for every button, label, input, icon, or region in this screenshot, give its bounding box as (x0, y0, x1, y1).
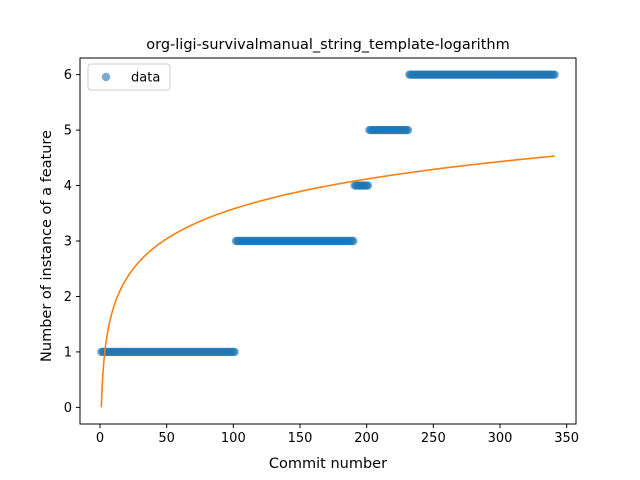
axes: 0 50 100 150 200 250 300 350 0 1 2 3 4 5 6 (64, 57, 579, 446)
y-tick-label: 4 (64, 179, 72, 194)
data-point (230, 347, 239, 357)
data-point (363, 181, 373, 190)
legend-label: data (131, 71, 160, 86)
y-tick-label: 3 (64, 235, 72, 250)
x-tick-label: 200 (354, 431, 379, 446)
x-tick-label: 350 (554, 431, 579, 446)
x-tick-label: 100 (221, 431, 246, 446)
fit-line (100, 155, 555, 408)
x-tick-label: 300 (488, 431, 513, 446)
y-tick-label: 5 (64, 124, 72, 139)
x-tick-label: 50 (158, 431, 175, 446)
x-tick-label: 250 (421, 431, 446, 446)
data-point (349, 236, 358, 246)
plot-area (97, 70, 559, 408)
x-tick-label: 0 (96, 431, 104, 446)
chart-title: org-ligi-survivalmanual_string_template-… (146, 37, 509, 53)
data-point (403, 125, 413, 135)
scatter-series (97, 70, 559, 357)
data-point (550, 70, 559, 79)
legend: data (87, 63, 171, 91)
y-tick-label: 6 (64, 68, 72, 83)
y-tick-label: 1 (64, 345, 72, 360)
legend-marker (101, 72, 111, 82)
legend-box (87, 63, 171, 91)
x-axis-label: Commit number (269, 456, 387, 472)
y-axis-label: Number of instance of a feature (39, 130, 55, 362)
y-tick-label: 0 (64, 401, 72, 416)
x-tick-label: 150 (288, 431, 313, 446)
y-tick-label: 2 (64, 290, 72, 305)
